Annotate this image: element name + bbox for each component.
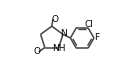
Text: Cl: Cl: [84, 20, 93, 29]
Text: N: N: [60, 29, 66, 38]
Text: O: O: [52, 15, 58, 23]
Text: O: O: [33, 47, 40, 56]
Text: NH: NH: [52, 44, 66, 53]
Text: F: F: [95, 34, 100, 42]
